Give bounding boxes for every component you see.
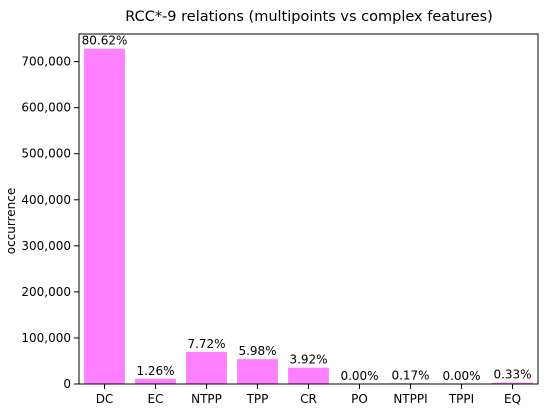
data-label: 0.00% bbox=[442, 369, 480, 383]
chart-title: RCC*-9 relations (multipoints vs complex… bbox=[125, 9, 493, 25]
x-axis: DC EC NTPP TPP CR PO NTPPI TPPI EQ bbox=[96, 384, 521, 406]
x-tick-label: NTPP bbox=[191, 392, 222, 406]
y-tick-label: 700,000 bbox=[21, 55, 71, 69]
x-tick-label: DC bbox=[96, 392, 114, 406]
y-tick-label: 100,000 bbox=[21, 331, 71, 345]
x-tick-label: TPP bbox=[246, 392, 269, 406]
data-labels-group: 80.62% 1.26% 7.72% 5.98% 3.92% 0.00% 0.17% 0.00… bbox=[82, 34, 532, 383]
y-tick-label: 300,000 bbox=[21, 239, 71, 253]
y-axis: 0 100,000 200,000 300,000 400,000 500,000 600,… bbox=[21, 55, 79, 391]
data-label: 0.33% bbox=[493, 368, 531, 382]
bar-tpp bbox=[237, 359, 278, 384]
x-tick-label: PO bbox=[351, 392, 368, 406]
data-label: 0.17% bbox=[391, 368, 429, 382]
y-tick-label: 200,000 bbox=[21, 285, 71, 299]
y-tick-label: 600,000 bbox=[21, 101, 71, 115]
x-tick-label: NTPPI bbox=[393, 392, 427, 406]
x-tick-label: EQ bbox=[504, 392, 521, 406]
x-tick-label: EC bbox=[148, 392, 164, 406]
data-label: 5.98% bbox=[238, 344, 276, 358]
bar-eq bbox=[492, 382, 533, 384]
x-tick-label: TPPI bbox=[448, 392, 474, 406]
bar-ec bbox=[135, 378, 176, 384]
y-tick-label: 400,000 bbox=[21, 193, 71, 207]
x-tick-label: CR bbox=[300, 392, 317, 406]
y-tick-label: 0 bbox=[63, 377, 71, 391]
bar-ntpp bbox=[186, 351, 227, 384]
data-label: 1.26% bbox=[136, 364, 174, 378]
bar-cr bbox=[288, 367, 329, 384]
data-label: 3.92% bbox=[289, 353, 327, 367]
data-label: 7.72% bbox=[187, 337, 225, 351]
bar-dc bbox=[84, 48, 125, 384]
data-label: 80.62% bbox=[82, 34, 128, 48]
data-label: 0.00% bbox=[340, 369, 378, 383]
y-axis-label: occurrence bbox=[4, 188, 18, 255]
plot-frame bbox=[78, 33, 539, 385]
y-tick-label: 500,000 bbox=[21, 147, 71, 161]
bars-group bbox=[84, 48, 533, 384]
